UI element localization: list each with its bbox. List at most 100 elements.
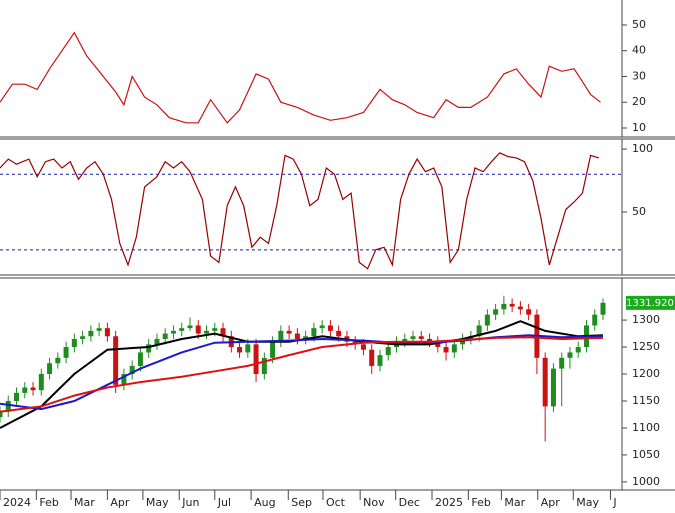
candle-body <box>204 330 210 334</box>
x-tick-label: Apr <box>110 496 130 509</box>
candle-body <box>253 344 259 375</box>
y-tick-label: 1150 <box>632 394 660 407</box>
candle-body <box>170 330 176 334</box>
x-tick-label: Feb <box>39 496 58 509</box>
candle-body <box>80 336 86 339</box>
candle-body <box>476 325 482 337</box>
candle-body <box>245 344 251 353</box>
x-tick-label: May <box>576 496 599 509</box>
candle-body <box>270 341 276 358</box>
candle-body <box>5 400 11 412</box>
y-tick-label: 1050 <box>632 448 660 461</box>
candle-body <box>237 347 243 353</box>
candle-body <box>377 355 383 366</box>
candle-body <box>319 325 325 329</box>
candle-body <box>187 325 193 329</box>
candle-body <box>0 411 3 418</box>
x-tick-label: Sep <box>291 496 312 509</box>
candle-body <box>517 306 523 310</box>
candle-body <box>137 352 143 366</box>
candle-body <box>179 328 185 331</box>
y-tick-label: 30 <box>632 69 646 82</box>
candle-body <box>286 330 292 334</box>
x-tick-label: Dec <box>399 496 420 509</box>
y-tick-label: 10 <box>632 121 646 134</box>
y-tick-label: 40 <box>632 44 646 57</box>
x-tick-label: Mar <box>504 496 525 509</box>
candle-body <box>410 336 416 339</box>
x-tick-label: May <box>146 496 169 509</box>
x-tick-label: Jun <box>181 496 199 509</box>
series-line <box>0 320 604 429</box>
y-tick-label: 1250 <box>632 340 660 353</box>
candle-body <box>526 309 532 315</box>
candle-body <box>154 338 160 345</box>
x-tick-label: Oct <box>326 496 346 509</box>
candle-body <box>303 336 309 339</box>
candle-body <box>311 328 317 337</box>
candle-body <box>47 363 53 375</box>
candle-body <box>451 344 457 353</box>
candle-body <box>493 309 499 315</box>
candle-body <box>104 328 110 337</box>
y-tick-label: 1200 <box>632 367 660 380</box>
candle-body <box>509 303 515 307</box>
candle-body <box>22 387 28 393</box>
candle-body <box>88 330 94 337</box>
candle-body <box>402 338 408 342</box>
candle-body <box>592 314 598 326</box>
candle-body <box>327 325 333 331</box>
candle-body <box>129 365 135 375</box>
series-line <box>0 336 604 413</box>
candle-body <box>121 374 127 385</box>
candle-body <box>501 303 507 310</box>
candle-body <box>550 368 556 407</box>
y-tick-label: 1300 <box>632 313 660 326</box>
candle-body <box>559 357 565 369</box>
candle-body <box>71 338 77 348</box>
series-line <box>0 31 601 124</box>
x-tick-label: Feb <box>471 496 490 509</box>
candle-body <box>38 374 44 391</box>
price-tag: 1331.920 <box>626 298 674 309</box>
y-tick-label: 1100 <box>632 421 660 434</box>
candle-body <box>63 347 69 358</box>
y-tick-label: 50 <box>632 205 646 218</box>
x-tick-label: Jul <box>217 496 231 509</box>
candle-body <box>443 347 449 353</box>
x-tick-label: Nov <box>363 496 385 509</box>
candle-body <box>113 336 119 385</box>
x-tick-label: Mar <box>74 496 95 509</box>
price-tag-box <box>626 295 675 310</box>
candle-body <box>278 330 284 342</box>
candle-body <box>14 392 20 401</box>
candle-body <box>294 333 300 339</box>
x-tick-label: 2025 <box>435 496 463 509</box>
candle-body <box>360 344 366 350</box>
candle-body <box>484 314 490 326</box>
candle-body <box>146 344 152 353</box>
candle-body <box>418 336 424 339</box>
candle-body <box>385 347 391 356</box>
y-tick-label: 50 <box>632 18 646 31</box>
candle-body <box>30 387 36 391</box>
candle-body <box>96 328 102 331</box>
candle-body <box>460 338 466 345</box>
candle-body <box>220 328 226 337</box>
candle-body <box>435 341 441 348</box>
x-tick-label: Aug <box>254 496 275 509</box>
candle-body <box>55 357 61 364</box>
y-tick-label: 1000 <box>632 475 660 488</box>
y-tick-label: 20 <box>632 95 646 108</box>
candle-body <box>261 357 267 375</box>
x-tick-label: Apr <box>541 496 561 509</box>
candle-body <box>369 349 375 366</box>
x-tick-label: 2024 <box>3 496 31 509</box>
candle-body <box>600 302 606 315</box>
candle-body <box>427 338 433 342</box>
candle-body <box>212 328 218 331</box>
y-tick-label: 100 <box>632 142 653 155</box>
candle-body <box>162 333 168 339</box>
